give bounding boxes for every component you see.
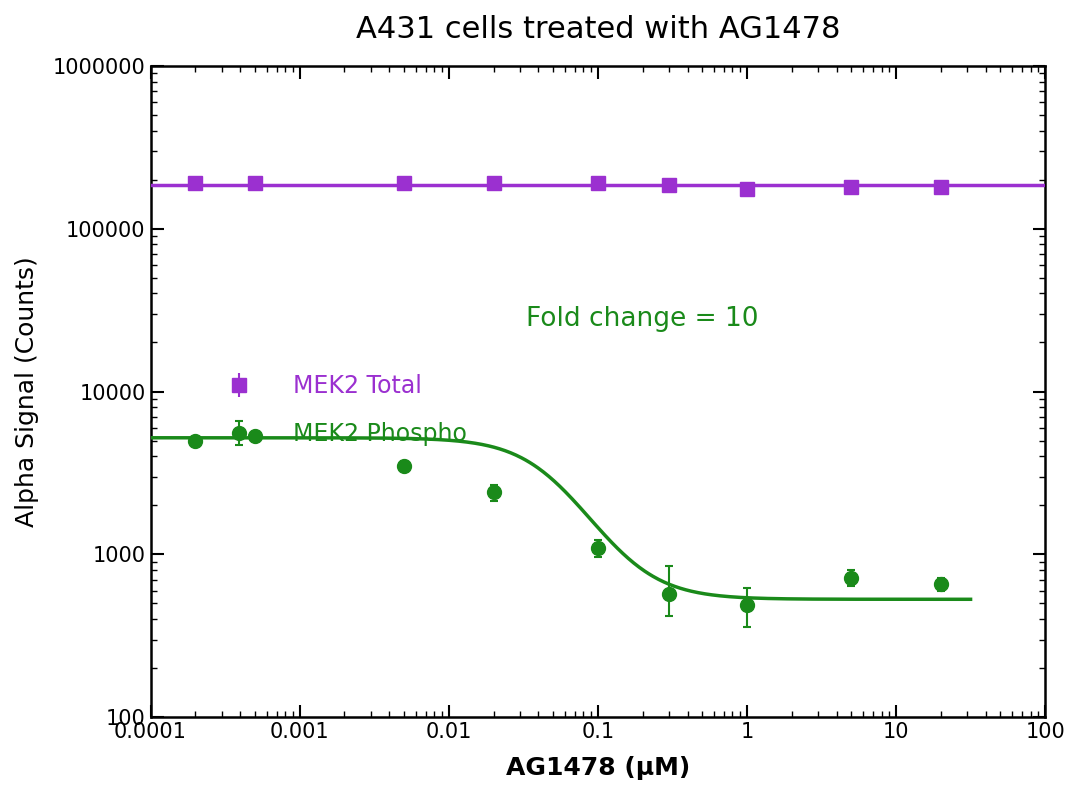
Title: A431 cells treated with AG1478: A431 cells treated with AG1478 [355,15,840,44]
X-axis label: AG1478 (μM): AG1478 (μM) [505,756,690,780]
Text: Fold change = 10: Fold change = 10 [526,306,759,332]
Legend: MEK2 Total, MEK2 Phospho: MEK2 Total, MEK2 Phospho [198,363,478,458]
Y-axis label: Alpha Signal (Counts): Alpha Signal (Counts) [15,256,39,527]
